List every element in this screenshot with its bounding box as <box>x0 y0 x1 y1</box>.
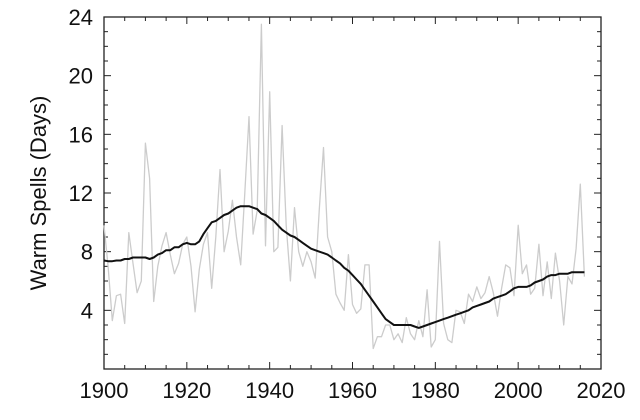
x-tick-label: 1940 <box>245 378 294 403</box>
y-tick-label: 4 <box>81 298 93 323</box>
y-axis-label: Warm Spells (Days) <box>26 96 51 291</box>
x-tick-label: 1900 <box>80 378 129 403</box>
annual-series-line <box>103 23 586 350</box>
series-layer <box>103 23 586 350</box>
x-tick-label: 2020 <box>577 378 626 403</box>
smoothed-series-line <box>103 205 585 329</box>
y-tick-label: 16 <box>69 122 93 147</box>
x-tick-label: 1960 <box>328 378 377 403</box>
plot-frame <box>103 16 602 370</box>
y-tick-label: 8 <box>81 240 93 265</box>
y-tick-label: 24 <box>69 5 93 30</box>
y-tick-label: 20 <box>69 64 93 89</box>
x-tick-label: 1920 <box>162 378 211 403</box>
x-tick-label: 1980 <box>411 378 460 403</box>
axis-ticks <box>103 17 602 369</box>
y-tick-label: 12 <box>69 181 93 206</box>
x-tick-label: 2000 <box>494 378 543 403</box>
axis-tick-labels: 1900 1920 1940 1960 1980 2000 2020 4 8 12 16 20 24 <box>69 5 626 403</box>
